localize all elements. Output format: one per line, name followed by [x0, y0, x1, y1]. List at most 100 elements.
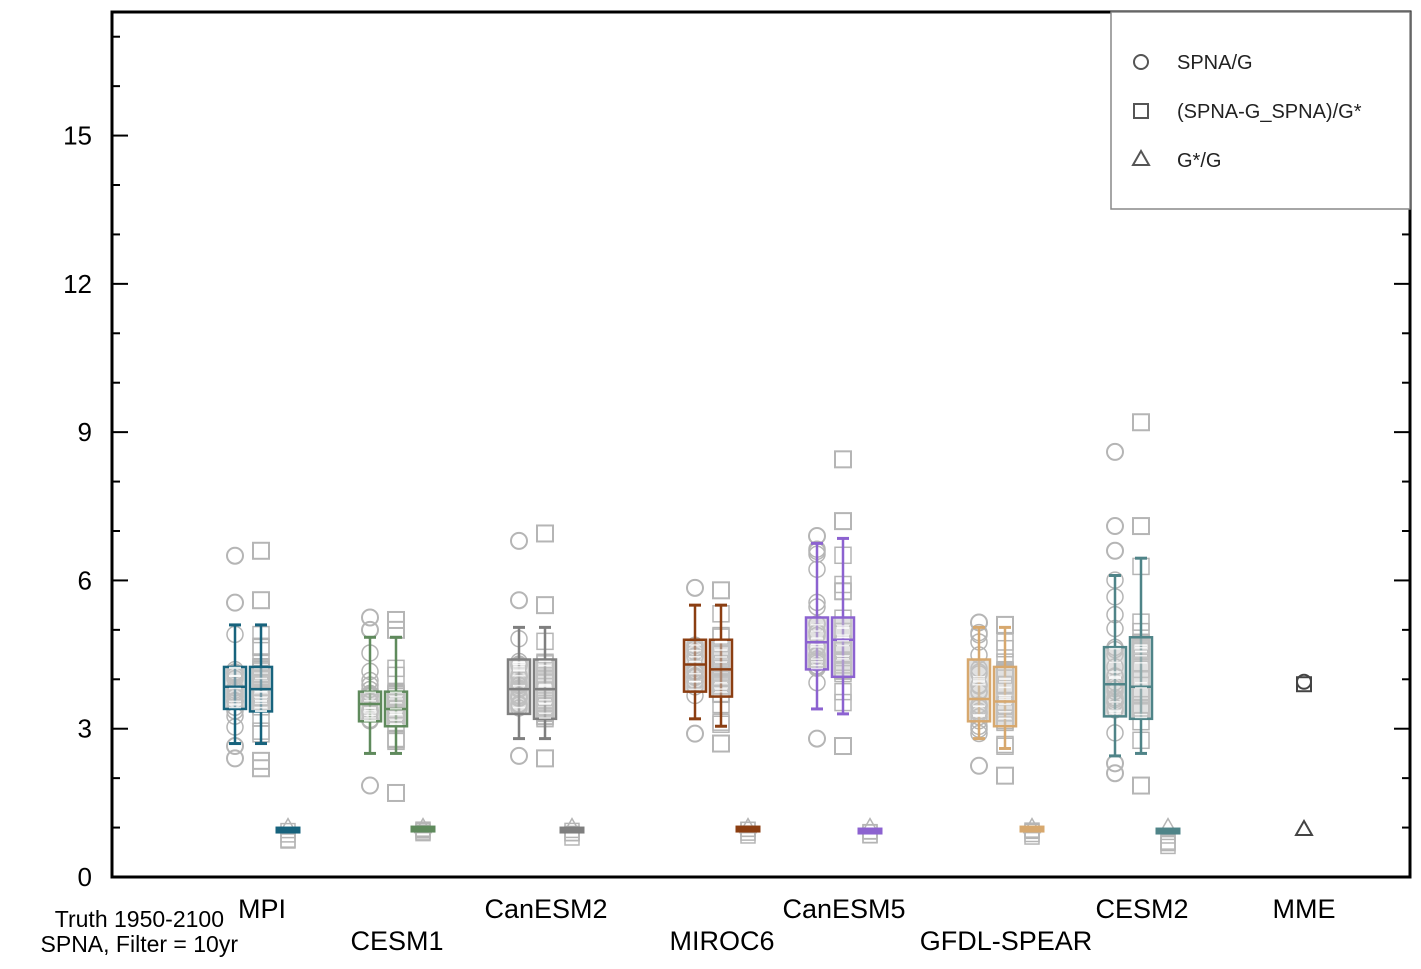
circle-outlier: [1106, 541, 1124, 560]
data-layer: [222, 413, 1314, 855]
circle-outlier: [226, 593, 244, 612]
legend-triangle-marker: [1131, 148, 1151, 166]
note-spna-filter: SPNA, Filter = 10yr: [41, 931, 239, 957]
mme-markers: [1294, 673, 1314, 837]
square-outlier: [1132, 517, 1150, 536]
box-spna-gstar-gfdl-spear-box: [992, 665, 1018, 728]
gstar-g-canesm2: [559, 817, 585, 846]
circle-outlier: [1106, 517, 1124, 536]
square-outlier: [834, 737, 852, 756]
circle-outlier: [970, 756, 988, 775]
ticks-layer: 0 3 6 9 12 15: [63, 35, 1410, 892]
gstar-sample-square: [1160, 838, 1176, 855]
y-tick-label: 3: [78, 714, 92, 744]
box-spna-g-miroc6: [682, 603, 708, 721]
gstar-g-cesm2: [1155, 817, 1181, 855]
circle-outlier: [510, 746, 528, 765]
square-outlier: [252, 751, 270, 770]
model-label-gfdl-spear: GFDL-SPEAR: [920, 926, 1093, 956]
box-spna-g-cesm2-box: [1102, 645, 1128, 718]
box-spna-g-cesm1-box: [357, 690, 383, 723]
model-label-mpi: MPI: [238, 894, 286, 924]
square-outlier: [712, 734, 730, 753]
mme-circle: [1296, 673, 1312, 690]
box-spna-g-canesm2-sample-lines: [513, 661, 525, 709]
note-truth: Truth 1950-2100: [55, 906, 224, 932]
mme-triangle: [1294, 819, 1314, 837]
y-tick-label: 0: [78, 862, 92, 892]
y-tick-label: 6: [78, 565, 92, 595]
gstar-g-mpi: [275, 817, 301, 849]
model-label-canesm2: CanESM2: [484, 894, 607, 924]
square-outlier: [996, 766, 1014, 785]
circle-outlier: [1106, 442, 1124, 461]
gstar-box: [559, 826, 585, 834]
circle-outlier: [510, 531, 528, 550]
y-tick-label: 9: [78, 417, 92, 447]
gstar-g-canesm5: [857, 817, 883, 844]
square-outlier: [536, 596, 554, 615]
legend: SPNA/G (SPNA-G_SPNA)/G* G*/G: [1110, 11, 1411, 210]
legend-box: [1110, 11, 1411, 210]
square-outlier: [536, 524, 554, 543]
y-tick-label: 15: [63, 121, 92, 151]
model-labels: MPI CESM1 CanESM2 MIROC6 CanESM5 GFDL-SPEARCE…: [238, 894, 1336, 956]
box-spna-gstar-canesm2-sample-lines: [539, 660, 551, 719]
square-outlier: [834, 512, 852, 531]
square-outlier: [252, 591, 270, 610]
box-spna-g-canesm2: [506, 625, 532, 741]
gstar-sample-square: [280, 832, 296, 848]
circle-outlier: [686, 724, 704, 743]
legend-label-gstar-g: G*/G: [1177, 150, 1221, 172]
gstar-sample-square: [280, 833, 296, 849]
square-outlier: [387, 783, 405, 802]
circle-outlier: [808, 729, 826, 748]
circle-outlier: [226, 749, 244, 768]
gstar-box: [1155, 827, 1181, 835]
box-spna-gstar-cesm1-sample-lines: [390, 691, 402, 726]
box-spna-gstar-canesm5-sample-lines: [837, 625, 849, 660]
box-spna-g-mpi-sample-lines: [229, 666, 241, 709]
box-spna-g-miroc6-sample-lines: [689, 644, 701, 691]
box-spna-g-canesm5-sample-lines: [811, 624, 823, 670]
box-spna-g-canesm2-box: [506, 658, 532, 716]
circle-outlier: [361, 776, 379, 795]
legend-label-spna-gstar: (SPNA-G_SPNA)/G*: [1177, 101, 1362, 123]
box-spna-gstar-canesm5-box: [830, 616, 856, 679]
gstar-box: [410, 825, 436, 833]
circle-outlier: [1106, 764, 1124, 783]
model-label-canesm5: CanESM5: [782, 894, 905, 924]
legend-label-spna-g: SPNA/G: [1177, 52, 1253, 74]
circle-outlier: [510, 591, 528, 610]
gstar-g-miroc6: [735, 817, 761, 844]
circle-outlier: [686, 578, 704, 597]
model-label-mme: MME: [1273, 894, 1336, 924]
plot-frame: [110, 10, 1412, 879]
gstar-box: [1019, 825, 1045, 833]
box-spna-gstar-cesm2-sample-lines: [1135, 644, 1147, 719]
circle-outlier: [361, 608, 379, 627]
box-spna-gstar-gfdl-spear-sample-lines: [999, 677, 1011, 720]
circle-outlier: [226, 546, 244, 565]
square-outlier: [1132, 413, 1150, 432]
square-outlier: [387, 610, 405, 629]
model-label-cesm2: CESM2: [1095, 894, 1188, 924]
box-spna-gstar-mpi-sample-lines: [255, 677, 267, 713]
gstar-box: [857, 827, 883, 835]
gstar-g-cesm1: [410, 817, 436, 842]
box-spna-gstar-cesm2-box: [1128, 636, 1154, 721]
square-outlier: [536, 749, 554, 768]
gstar-box: [275, 826, 301, 834]
gstar-box: [735, 825, 761, 833]
box-spna-g-cesm2: [1102, 573, 1128, 758]
box-spna-g-gfdl-spear-box: [966, 658, 992, 723]
box-spna-gstar-miroc6-sample-lines: [715, 640, 727, 693]
gstar-g-gfdl-spear: [1019, 817, 1045, 845]
legend-square-marker: [1133, 103, 1149, 119]
legend-circle-marker: [1133, 54, 1149, 70]
model-label-miroc6: MIROC6: [669, 926, 774, 956]
box-spna-g-cesm1-sample-lines: [364, 691, 376, 722]
circle-outlier: [1106, 754, 1124, 773]
square-outlier: [1132, 776, 1150, 795]
